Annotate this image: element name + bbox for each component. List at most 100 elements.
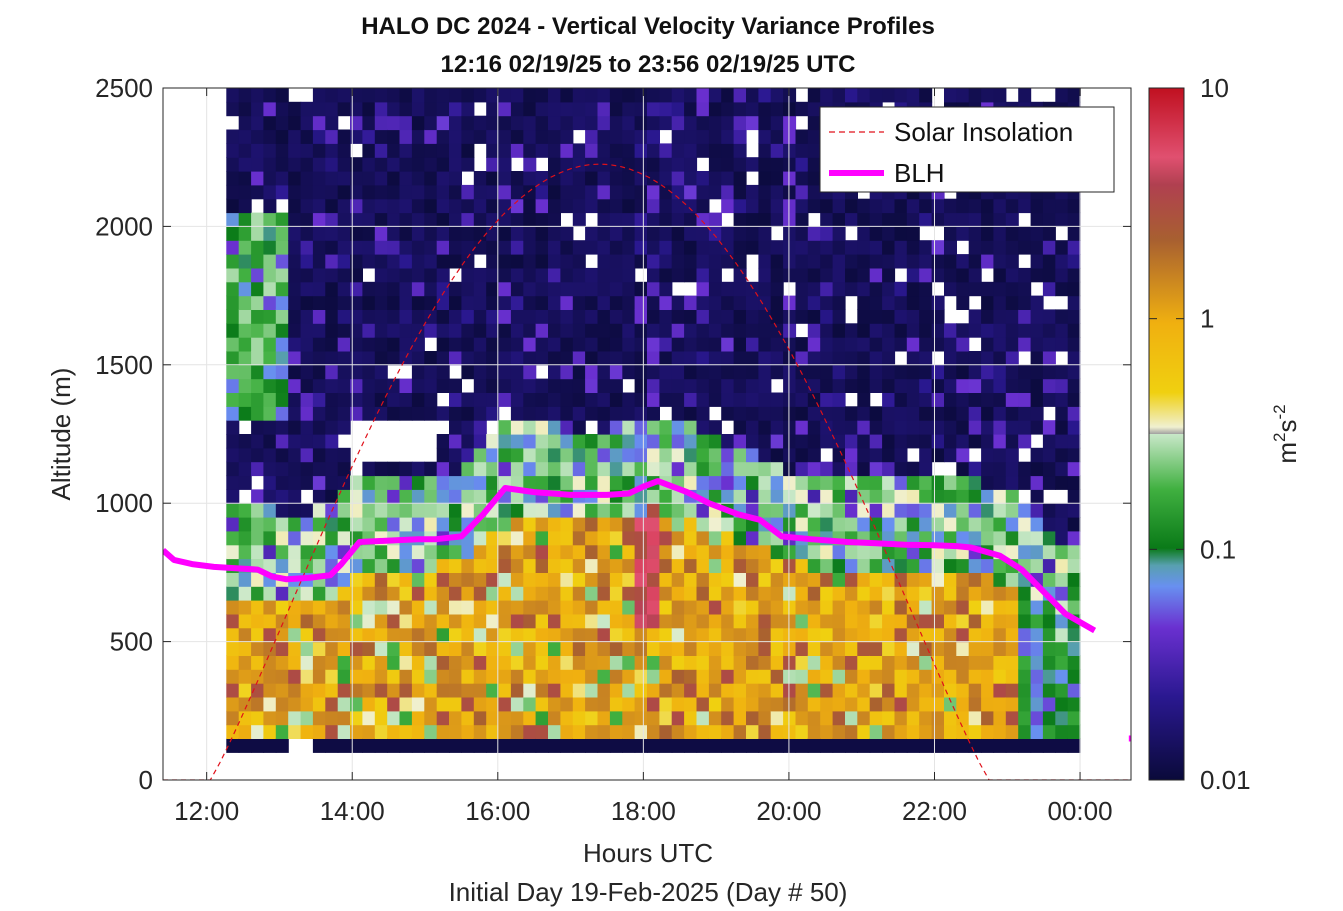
heatmap-cell xyxy=(461,309,475,324)
heatmap-cell xyxy=(486,309,500,324)
heatmap-cell xyxy=(609,351,623,366)
heatmap-cell xyxy=(461,738,475,753)
heatmap-cell xyxy=(857,503,871,518)
heatmap-cell xyxy=(498,129,512,144)
heatmap-cell xyxy=(362,641,376,656)
heatmap-cell xyxy=(721,558,735,573)
heatmap-cell xyxy=(1067,697,1081,712)
heatmap-cell xyxy=(622,281,636,297)
heatmap-cell xyxy=(609,627,623,643)
heatmap-cell xyxy=(956,655,970,670)
heatmap-cell xyxy=(721,143,735,158)
heatmap-cell xyxy=(882,240,896,255)
heatmap-cell xyxy=(300,295,314,310)
heatmap-cell xyxy=(919,295,933,310)
heatmap-cell xyxy=(944,337,957,352)
heatmap-cell xyxy=(770,641,784,656)
heatmap-cell xyxy=(226,517,240,532)
heatmap-cell xyxy=(449,572,462,587)
heatmap-cell xyxy=(337,378,351,393)
heatmap-cell xyxy=(436,226,450,241)
heatmap-cell xyxy=(684,295,698,310)
heatmap-cell xyxy=(857,323,871,338)
heatmap-cell xyxy=(906,420,920,435)
heatmap-cell xyxy=(795,544,809,560)
heatmap-cell xyxy=(981,254,995,269)
heatmap-cell xyxy=(1030,738,1044,753)
heatmap-cell xyxy=(572,240,586,255)
heatmap-cell xyxy=(424,323,438,338)
heatmap-cell xyxy=(894,544,908,560)
heatmap-cell xyxy=(461,710,475,726)
heatmap-cell xyxy=(436,88,450,103)
heatmap-cell xyxy=(919,337,933,352)
heatmap-cell xyxy=(1055,503,1069,518)
heatmap-cell xyxy=(275,171,289,186)
heatmap-cell xyxy=(288,697,302,712)
heatmap-cell xyxy=(770,544,784,560)
heatmap-cell xyxy=(300,254,314,269)
heatmap-cell xyxy=(795,198,809,214)
heatmap-cell xyxy=(226,88,240,103)
heatmap-cell xyxy=(1005,544,1019,560)
heatmap-cell xyxy=(226,337,240,352)
heatmap-cell xyxy=(387,724,401,739)
heatmap-cell xyxy=(820,267,834,283)
heatmap-cell xyxy=(659,613,673,629)
heatmap-cell xyxy=(226,198,240,214)
heatmap-cell xyxy=(1067,544,1081,560)
heatmap-cell xyxy=(498,669,512,684)
heatmap-cell xyxy=(919,198,933,214)
heatmap-cell xyxy=(770,88,784,103)
heatmap-cell xyxy=(312,627,326,643)
heatmap-cell xyxy=(1005,517,1019,532)
heatmap-cell xyxy=(585,88,599,103)
heatmap-cell xyxy=(436,323,450,338)
heatmap-cell xyxy=(387,184,401,200)
heatmap-cell xyxy=(634,613,648,629)
heatmap-cell xyxy=(325,157,339,172)
heatmap-cell xyxy=(659,267,673,283)
heatmap-cell xyxy=(746,447,759,463)
heatmap-cell xyxy=(585,461,599,477)
heatmap-cell xyxy=(795,184,809,200)
heatmap-cell xyxy=(449,378,462,393)
heatmap-cell xyxy=(288,323,302,338)
heatmap-cell xyxy=(411,683,425,698)
heatmap-cell xyxy=(820,475,834,490)
heatmap-cell xyxy=(449,212,462,227)
heatmap-cell xyxy=(1055,420,1069,435)
heatmap-cell xyxy=(362,101,376,117)
heatmap-cell xyxy=(560,281,574,297)
heatmap-cell xyxy=(1055,447,1069,463)
heatmap-cell xyxy=(350,378,363,393)
heatmap-cell xyxy=(671,586,685,601)
heatmap-cell xyxy=(486,364,500,380)
heatmap-cell xyxy=(337,572,351,587)
heatmap-cell xyxy=(226,212,240,227)
heatmap-cell xyxy=(758,212,772,227)
heatmap-cell xyxy=(300,434,314,449)
heatmap-cell xyxy=(288,544,302,560)
heatmap-cell xyxy=(498,447,512,463)
heatmap-cell xyxy=(399,184,413,200)
heatmap-cell xyxy=(857,240,871,255)
heatmap-cell xyxy=(770,669,784,684)
heatmap-cell xyxy=(882,683,896,698)
heatmap-cell xyxy=(956,406,970,421)
heatmap-cell xyxy=(350,295,363,310)
heatmap-cell xyxy=(845,254,858,269)
heatmap-cell xyxy=(857,489,871,504)
heatmap-cell xyxy=(535,600,549,615)
heatmap-cell xyxy=(263,129,277,144)
heatmap-cell xyxy=(659,143,673,158)
heatmap-cell xyxy=(832,212,846,227)
heatmap-cell xyxy=(869,697,883,712)
heatmap-cell xyxy=(708,115,722,131)
heatmap-cell xyxy=(820,337,834,352)
heatmap-cell xyxy=(671,226,685,241)
heatmap-cell xyxy=(548,171,561,186)
heatmap-cell xyxy=(548,517,561,532)
heatmap-cell xyxy=(436,281,450,297)
heatmap-cell xyxy=(374,212,388,227)
